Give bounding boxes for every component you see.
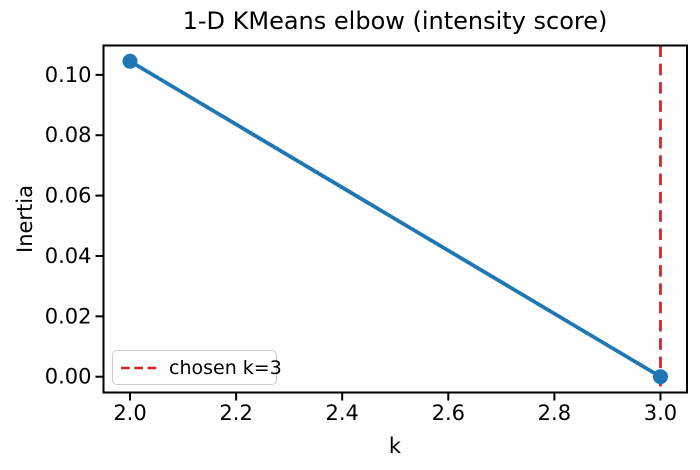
data-point-marker — [122, 53, 138, 69]
y-tick-label: 0.06 — [45, 184, 92, 208]
legend-dashed-line-icon — [121, 366, 157, 369]
legend-label: chosen k=3 — [169, 356, 282, 379]
y-axis-label: Inertia — [13, 185, 37, 253]
x-tick-label: 2.8 — [538, 401, 571, 425]
y-axis-ticks: 0.00 0.02 0.04 0.06 0.08 0.10 — [45, 63, 103, 389]
axes-frame — [102, 44, 688, 394]
series-inertia-curve — [122, 53, 668, 385]
data-point-marker — [652, 369, 668, 385]
x-tick-label: 2.4 — [326, 401, 359, 425]
y-tick-label: 0.02 — [45, 304, 92, 328]
y-tick-label: 0.10 — [45, 63, 92, 87]
x-tick-label: 3.0 — [644, 401, 677, 425]
x-tick-label: 2.2 — [219, 401, 252, 425]
y-tick-label: 0.00 — [45, 365, 92, 389]
legend: chosen k=3 — [112, 350, 282, 385]
y-tick-label: 0.08 — [45, 123, 92, 147]
x-tick-label: 2.6 — [432, 401, 465, 425]
x-axis-ticks: 2.0 2.2 2.4 2.6 2.8 3.0 — [113, 393, 677, 425]
chart-title: 1-D KMeans elbow (intensity score) — [182, 7, 608, 35]
x-axis-label: k — [388, 434, 402, 458]
x-tick-label: 2.0 — [113, 401, 146, 425]
y-tick-label: 0.04 — [45, 244, 92, 268]
